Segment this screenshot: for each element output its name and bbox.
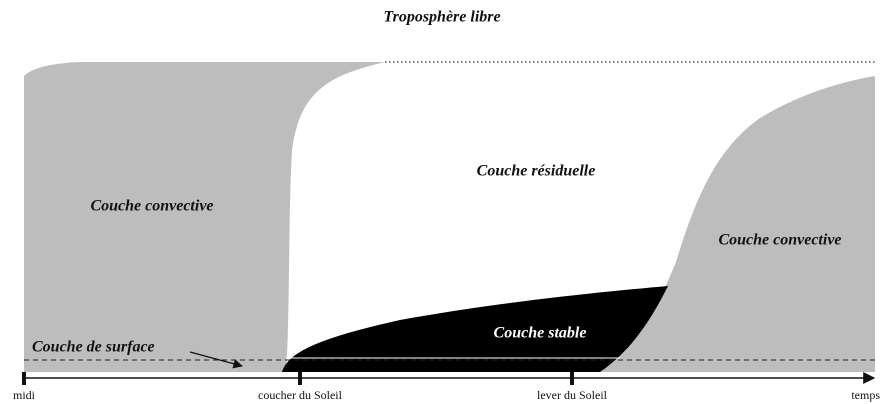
tick [298,372,302,385]
region-label: Couche convective [90,198,213,215]
axis-label: temps [851,388,880,402]
tick-label: coucher du Soleil [258,388,343,402]
title: Troposphère libre [383,9,500,26]
tick-label: lever du Soleil [537,388,608,402]
region-label: Couche convective [718,232,841,249]
convective-layer-right [600,76,875,372]
stable-layer [282,286,668,372]
region-label: Couche de surface [32,339,155,356]
region-label: Couche résiduelle [477,163,596,180]
tick [570,372,574,385]
tick [22,372,26,385]
region-label: Couche stable [494,325,587,342]
surface-arrow [189,351,243,369]
convective-layer-left [24,62,385,372]
tick-label: midi [13,388,36,402]
